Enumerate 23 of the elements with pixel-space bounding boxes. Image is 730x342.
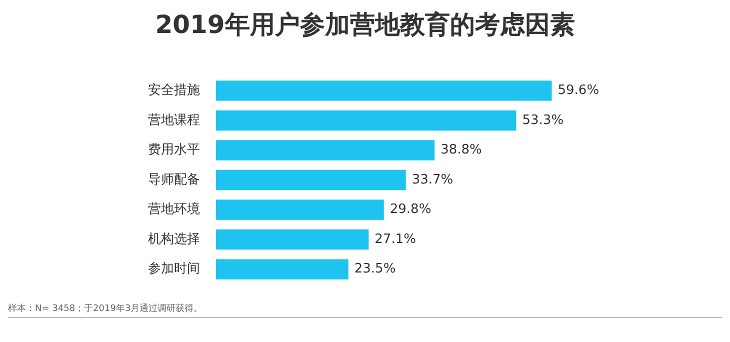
data-label: 53.3% xyxy=(522,112,564,128)
data-label: 59.6% xyxy=(558,83,600,98)
bar xyxy=(216,170,406,190)
y-tick-label: 营地环境 xyxy=(148,201,200,218)
data-label: 29.8% xyxy=(390,202,432,218)
bar xyxy=(216,110,516,131)
bar xyxy=(216,259,348,280)
bar xyxy=(216,140,435,160)
data-label: 33.7% xyxy=(412,172,454,188)
y-tick-label: 参加时间 xyxy=(148,262,200,277)
bar xyxy=(216,200,384,220)
data-label: 27.1% xyxy=(374,232,416,247)
bar xyxy=(216,229,369,250)
y-tick-label: 费用水平 xyxy=(148,142,200,158)
text: 样本：N= 3458；于2019年3月通过调研获得。 xyxy=(8,302,203,315)
data-label: 38.8% xyxy=(440,142,482,158)
data-label: 23.5% xyxy=(354,262,396,277)
y-tick-label: 安全措施 xyxy=(148,82,200,98)
chart-title: 2019年用户参加营地教育的考虑因素 xyxy=(154,9,576,41)
y-tick-label: 营地课程 xyxy=(148,112,200,128)
y-tick-label: 导师配备 xyxy=(148,172,200,188)
bar xyxy=(216,80,552,101)
y-tick-label: 机构选择 xyxy=(148,232,200,247)
